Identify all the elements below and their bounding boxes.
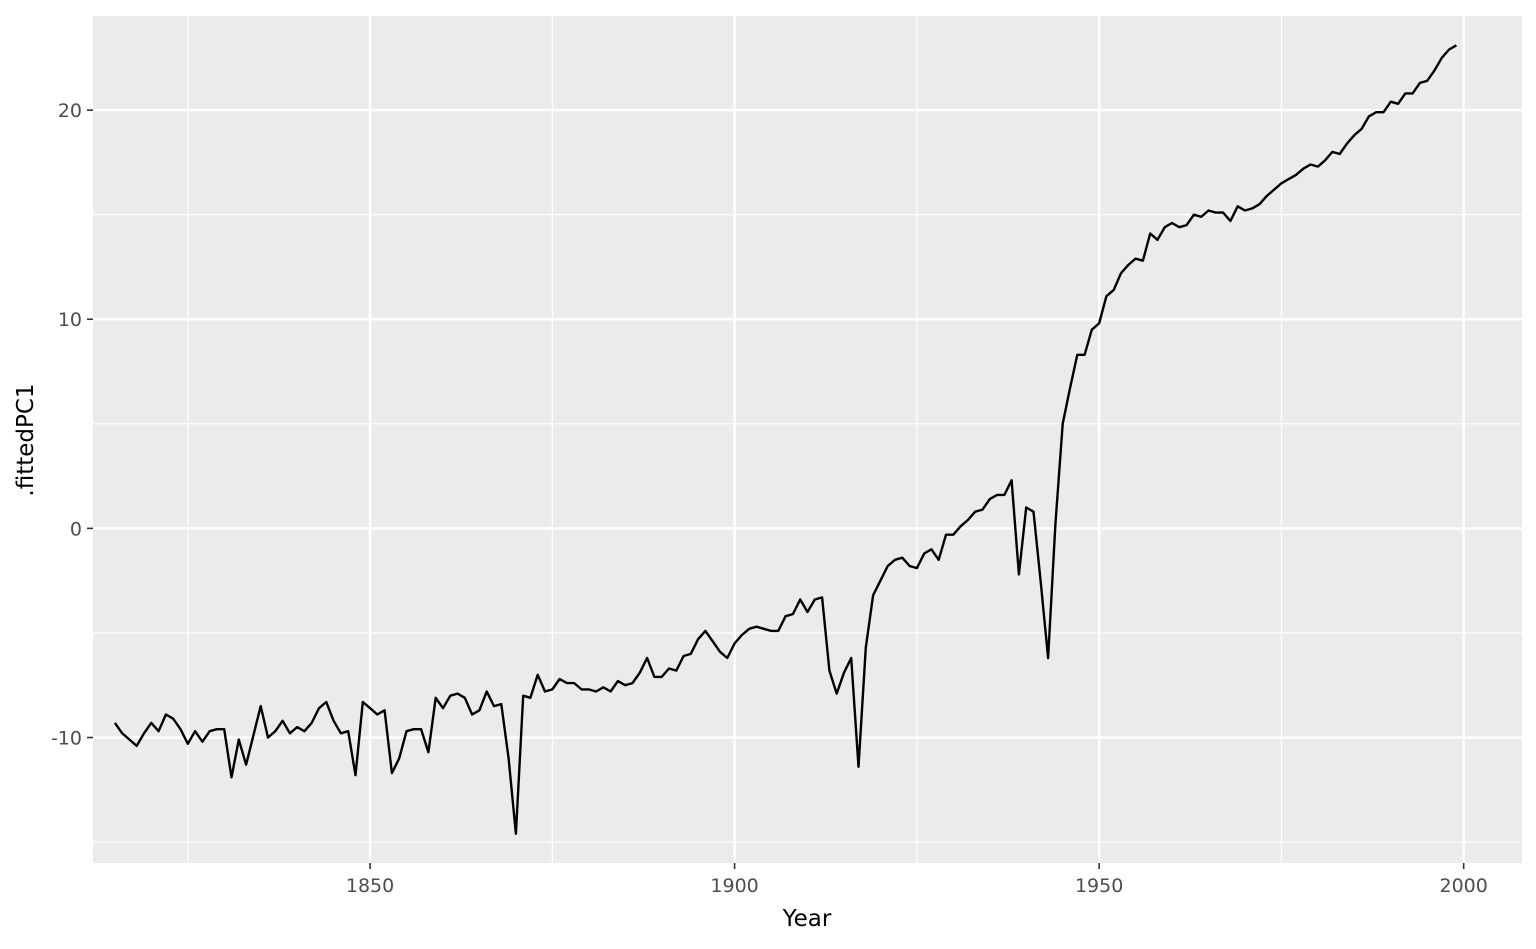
plot-panel xyxy=(93,16,1522,863)
y-tick-label: 0 xyxy=(70,518,82,540)
x-tick-label: 1900 xyxy=(710,875,758,897)
y-axis: -10 0 10 20 xyxy=(51,100,93,750)
y-tick-label: 10 xyxy=(58,309,82,331)
minor-gridlines xyxy=(93,16,1522,863)
y-axis-title: .fittedPC1 xyxy=(13,383,39,496)
x-axis: 1850 1900 1950 2000 xyxy=(346,863,1488,897)
y-tick-label: 20 xyxy=(58,100,82,122)
x-tick-label: 2000 xyxy=(1439,875,1487,897)
x-tick-label: 1850 xyxy=(346,875,394,897)
x-tick-label: 1950 xyxy=(1075,875,1123,897)
major-gridlines xyxy=(93,16,1522,863)
x-axis-title: Year xyxy=(782,906,832,932)
y-tick-label: -10 xyxy=(51,728,82,750)
series-line-fittedPC1 xyxy=(113,44,1457,835)
